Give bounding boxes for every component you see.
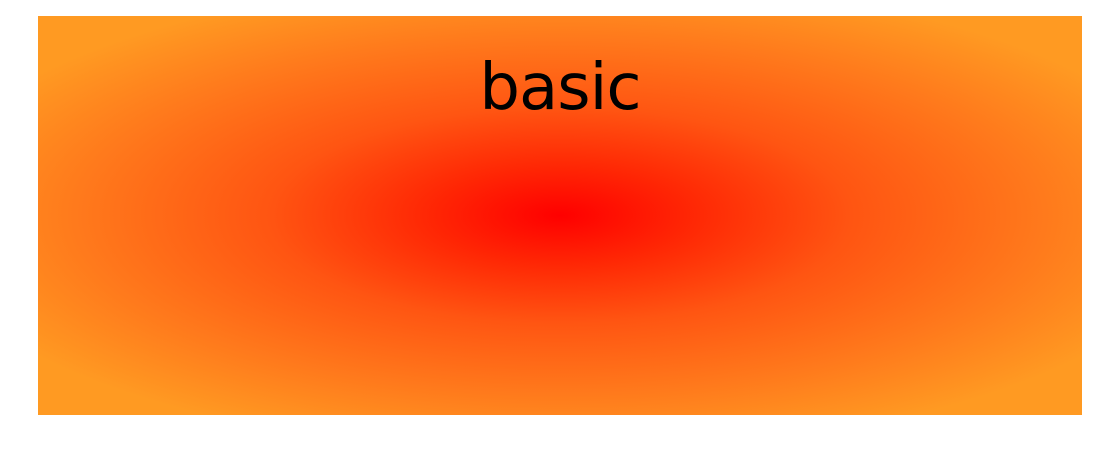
radial-gradient-panel: basic	[38, 16, 1082, 415]
panel-title: basic	[479, 51, 641, 125]
